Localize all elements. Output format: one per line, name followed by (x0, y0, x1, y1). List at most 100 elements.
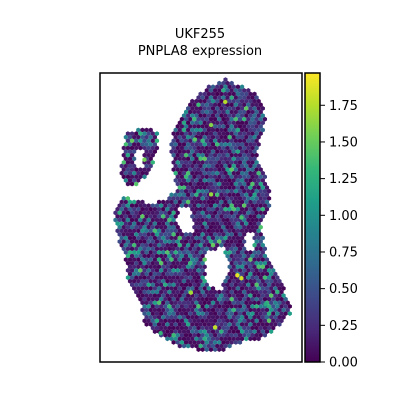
spot (169, 300, 174, 306)
spot (227, 170, 232, 176)
spot (217, 160, 222, 165)
spot (125, 138, 130, 144)
spot (208, 116, 214, 122)
spot (190, 336, 195, 342)
spot (177, 264, 182, 270)
spot (229, 124, 234, 129)
spot (206, 329, 211, 334)
spot (175, 246, 180, 252)
spot (181, 163, 187, 169)
spot (198, 142, 203, 147)
spot (117, 239, 122, 244)
spot (194, 235, 199, 241)
spot (127, 199, 133, 205)
spot (223, 314, 228, 320)
spot (258, 203, 263, 208)
spot (175, 253, 180, 259)
spot (150, 210, 155, 216)
spot (240, 293, 245, 298)
spot (186, 307, 191, 313)
spot (254, 160, 259, 165)
spot (223, 336, 228, 342)
colorbar-tick-label: 0.50 (329, 282, 358, 297)
spot (148, 250, 153, 255)
spot (225, 296, 230, 302)
spot (188, 296, 193, 302)
spot (192, 174, 197, 180)
spot (204, 224, 209, 230)
spot (202, 228, 207, 234)
spot (229, 203, 234, 208)
spot (210, 113, 216, 118)
spot (154, 268, 160, 273)
spot (223, 77, 228, 82)
spot (181, 192, 187, 198)
spot (146, 203, 151, 208)
spot (252, 98, 257, 104)
spot (244, 163, 249, 169)
spot (204, 181, 209, 187)
spot (115, 228, 120, 234)
spot (248, 127, 253, 133)
spot (140, 221, 145, 226)
spot (165, 271, 170, 277)
spot (252, 156, 257, 162)
spot (132, 170, 137, 176)
spot (159, 217, 164, 223)
spot (208, 102, 214, 108)
spot (229, 340, 234, 345)
spot (173, 163, 178, 169)
spot (227, 293, 232, 298)
spot (246, 88, 251, 93)
spot (129, 260, 135, 266)
spot (233, 102, 238, 108)
spot (202, 314, 207, 320)
spot (235, 185, 241, 190)
spot (156, 314, 162, 320)
spot (142, 232, 147, 237)
spot (217, 124, 222, 129)
spot (177, 271, 182, 277)
spot (237, 88, 243, 93)
spot (161, 250, 166, 255)
spot (271, 311, 276, 316)
spot (190, 127, 195, 133)
spot (127, 235, 133, 241)
spot (256, 221, 261, 226)
spot (165, 286, 170, 291)
spot (177, 242, 182, 248)
spot (252, 214, 257, 219)
spot (177, 142, 182, 147)
spot (163, 296, 168, 302)
spot (138, 167, 143, 172)
spot (233, 296, 238, 302)
spot (267, 289, 272, 295)
spot (138, 210, 143, 216)
spot (250, 181, 255, 187)
spot (267, 311, 272, 316)
spot (235, 264, 241, 270)
spot (134, 282, 139, 288)
spot (156, 300, 162, 306)
spot (138, 145, 143, 151)
spot (179, 203, 184, 208)
spot (242, 88, 247, 93)
spot (260, 250, 265, 255)
spot (148, 307, 153, 313)
spot (200, 224, 205, 230)
spot (237, 289, 243, 295)
spot (246, 131, 251, 136)
spot (154, 224, 160, 230)
spot (208, 188, 214, 194)
spot (163, 246, 168, 252)
spot (134, 131, 139, 136)
spot (150, 253, 155, 259)
spot (260, 127, 265, 133)
spot (231, 170, 236, 176)
spot (223, 149, 228, 154)
spot (240, 300, 245, 306)
spot (142, 152, 147, 158)
spot (194, 257, 199, 262)
spot (210, 336, 216, 342)
spot (119, 214, 124, 219)
